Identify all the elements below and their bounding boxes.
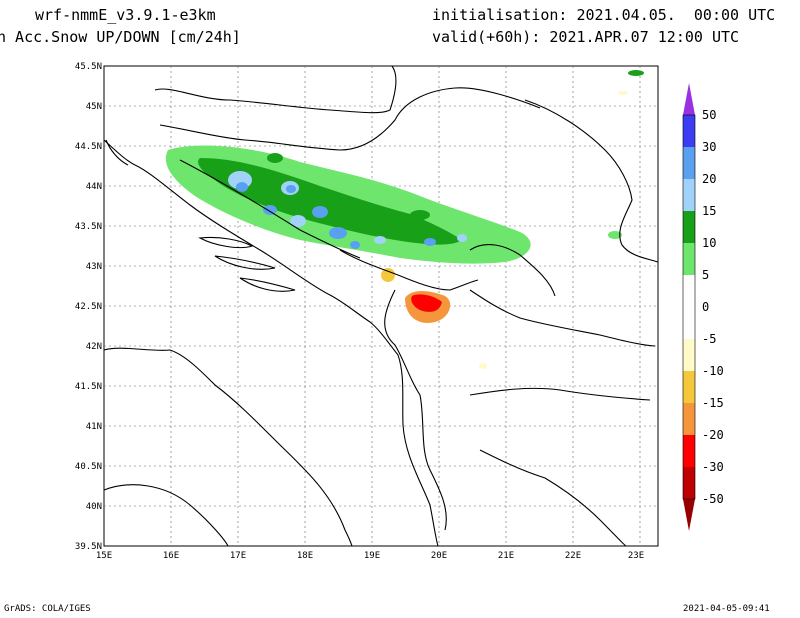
legend-label: 50 <box>702 108 716 122</box>
lon-label: 16E <box>163 551 179 561</box>
snow-cell <box>424 238 436 246</box>
legend-label: -20 <box>702 428 724 442</box>
lat-label: 43N <box>86 262 102 272</box>
snow-cell <box>263 205 277 215</box>
island-brac <box>198 236 254 249</box>
melt-area <box>411 294 442 312</box>
snow-cell <box>236 182 248 192</box>
legend-swatch <box>683 467 695 499</box>
color-legend: 50 30 20 15 10 5 0 -5 -10 -15 -20 -30 -5… <box>682 83 724 531</box>
legend-label: -10 <box>702 364 724 378</box>
island-krk <box>105 139 129 166</box>
legend-label: 10 <box>702 236 716 250</box>
snow-cell <box>312 206 328 218</box>
legend-swatch <box>683 211 695 243</box>
kosovo-border <box>469 244 556 297</box>
snow-cell <box>267 153 283 163</box>
greece-coast <box>479 449 627 547</box>
legend-swatch <box>683 307 695 339</box>
lat-label: 43.5N <box>75 222 102 232</box>
bulgaria-border <box>524 99 659 263</box>
snow-cell <box>350 241 360 249</box>
legend-label: -30 <box>702 460 724 474</box>
melt-area <box>618 91 628 95</box>
bosnia-border <box>179 159 361 259</box>
snow-cell <box>329 227 347 239</box>
legend-bottom-arrow <box>683 499 695 531</box>
legend-swatch <box>683 115 695 147</box>
legend-label: 15 <box>702 204 716 218</box>
lat-label: 42N <box>86 342 102 352</box>
serbia-croatia-border <box>159 87 541 151</box>
lon-label: 19E <box>364 551 380 561</box>
island-korcula <box>239 277 296 292</box>
lat-label: 44.5N <box>75 142 102 152</box>
pannonian-border <box>154 65 397 114</box>
legend-label: 30 <box>702 140 716 154</box>
snow-accumulation-field <box>165 70 644 369</box>
legend-top-arrow <box>683 83 695 115</box>
legend-swatch <box>683 275 695 307</box>
lat-label: 41.5N <box>75 382 102 392</box>
latitude-labels: 45.5N 45N 44.5N 44N 43.5N 43N 42.5N 42N … <box>75 62 102 552</box>
lat-label: 45.5N <box>75 62 102 72</box>
italy-heel <box>103 484 229 547</box>
lon-label: 20E <box>431 551 447 561</box>
map-panel <box>103 65 659 547</box>
snow-cell <box>628 70 644 76</box>
snow-band-medium <box>198 158 463 245</box>
montenegro-border <box>339 249 479 291</box>
coastlines-borders <box>103 65 659 547</box>
snow-cell <box>286 185 296 193</box>
melt-area <box>479 363 487 369</box>
snow-cell <box>365 184 389 196</box>
lon-label: 15E <box>96 551 112 561</box>
field-label: n Acc.Snow UP/DOWN [cm/24h] <box>0 28 241 46</box>
snow-cell <box>410 210 430 220</box>
legend-label: -5 <box>702 332 716 346</box>
island-hvar <box>214 255 276 270</box>
lat-label: 44N <box>86 182 102 192</box>
greece-border <box>469 387 651 401</box>
snow-cell <box>374 236 386 244</box>
legend-label: -50 <box>702 492 724 506</box>
lon-label: 22E <box>565 551 581 561</box>
legend-swatch <box>683 403 695 435</box>
legend-swatch <box>683 179 695 211</box>
lat-label: 40N <box>86 502 102 512</box>
initialisation-label: initialisation: 2021.04.05. 00:00 UTC <box>432 6 776 24</box>
italy-coast <box>103 347 353 547</box>
legend-label: 5 <box>702 268 709 282</box>
legend-swatch <box>683 371 695 403</box>
timestamp-label: 2021-04-05-09:41 <box>683 604 770 614</box>
adriatic-east-coast <box>103 139 439 547</box>
lat-label: 45N <box>86 102 102 112</box>
lat-label: 39.5N <box>75 542 102 552</box>
legend-swatch <box>683 339 695 371</box>
lon-label: 23E <box>628 551 644 561</box>
snow-cell <box>290 215 306 227</box>
legend-label: 20 <box>702 172 716 186</box>
lat-label: 41N <box>86 422 102 432</box>
longitude-labels: 15E 16E 17E 18E 19E 20E 21E 22E 23E <box>96 551 644 561</box>
legend-label: -15 <box>702 396 724 410</box>
legend-swatch <box>683 243 695 275</box>
lat-label: 42.5N <box>75 302 102 312</box>
lon-label: 17E <box>230 551 246 561</box>
snow-cell <box>457 234 467 242</box>
macedonia-border <box>469 289 656 347</box>
legend-label: 0 <box>702 300 709 314</box>
snow-cell <box>608 231 622 239</box>
melt-area <box>381 268 395 282</box>
legend-swatch <box>683 435 695 467</box>
credit-label: GrADS: COLA/IGES <box>4 604 91 614</box>
lon-label: 21E <box>498 551 514 561</box>
albania-border <box>384 289 447 531</box>
lat-label: 40.5N <box>75 462 102 472</box>
lon-label: 18E <box>297 551 313 561</box>
valid-time-label: valid(+60h): 2021.APR.07 12:00 UTC <box>432 28 740 46</box>
model-label: wrf-nmmE_v3.9.1-e3km <box>35 6 216 24</box>
legend-swatch <box>683 147 695 179</box>
